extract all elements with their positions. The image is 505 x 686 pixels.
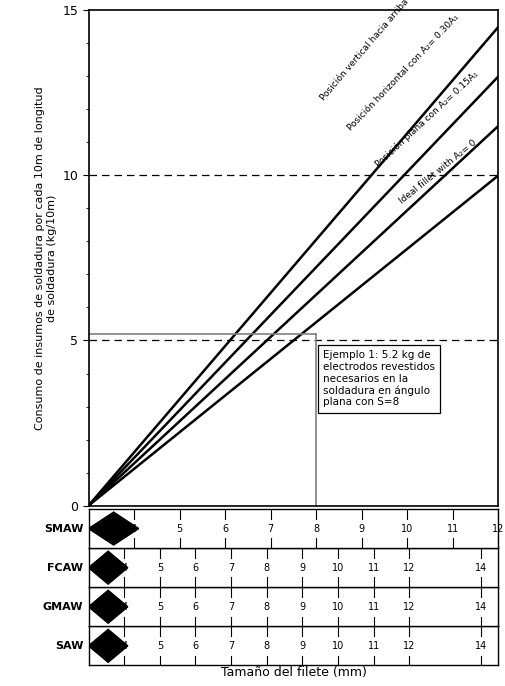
Polygon shape xyxy=(88,591,127,623)
Text: 6: 6 xyxy=(222,523,228,534)
Text: 9: 9 xyxy=(358,523,364,534)
Text: 10: 10 xyxy=(331,641,343,651)
Text: Posición horizontal con A₂= 0.30A₁: Posición horizontal con A₂= 0.30A₁ xyxy=(345,13,460,132)
Text: 8: 8 xyxy=(263,641,269,651)
Text: 5: 5 xyxy=(157,602,163,612)
Text: Posición vertical hacia arriba con A₂= 0.45A₁: Posición vertical hacia arriba con A₂= 0… xyxy=(318,0,456,103)
Y-axis label: Consumo de insumos de soldadura por cada 10m de longitud
de soldadura (kg/10m): Consumo de insumos de soldadura por cada… xyxy=(35,86,57,429)
Text: Tamaño del filete (mm): Tamaño del filete (mm) xyxy=(220,666,366,678)
Text: 14: 14 xyxy=(474,563,486,573)
Text: 14: 14 xyxy=(474,641,486,651)
Text: 11: 11 xyxy=(367,641,379,651)
Text: 8: 8 xyxy=(313,523,319,534)
Text: 5: 5 xyxy=(176,523,182,534)
Text: 12: 12 xyxy=(402,563,415,573)
Text: 4: 4 xyxy=(121,641,127,651)
Polygon shape xyxy=(88,552,127,584)
Text: 12: 12 xyxy=(402,641,415,651)
Text: 6: 6 xyxy=(192,563,198,573)
Text: 4: 4 xyxy=(131,523,137,534)
Text: 5: 5 xyxy=(157,563,163,573)
Text: 7: 7 xyxy=(267,523,273,534)
Text: 6: 6 xyxy=(192,641,198,651)
Text: 10: 10 xyxy=(331,602,343,612)
Text: 12: 12 xyxy=(491,523,503,534)
Text: 8: 8 xyxy=(263,602,269,612)
Text: 11: 11 xyxy=(446,523,458,534)
Polygon shape xyxy=(88,512,138,545)
Text: SMAW: SMAW xyxy=(44,523,83,534)
Text: 14: 14 xyxy=(474,602,486,612)
Text: 4: 4 xyxy=(121,602,127,612)
Text: 8: 8 xyxy=(263,563,269,573)
Text: Ejemplo 1: 5.2 kg de
electrodos revestidos
necesarios en la
soldadura en ángulo
: Ejemplo 1: 5.2 kg de electrodos revestid… xyxy=(323,351,434,407)
Text: 5: 5 xyxy=(157,641,163,651)
Text: 9: 9 xyxy=(299,563,305,573)
Text: Ideal fillet with A₂= 0: Ideal fillet with A₂= 0 xyxy=(396,138,477,205)
Text: SAW: SAW xyxy=(55,641,83,651)
Text: 6: 6 xyxy=(192,602,198,612)
Text: 10: 10 xyxy=(331,563,343,573)
Text: 7: 7 xyxy=(228,641,234,651)
Text: 4: 4 xyxy=(121,563,127,573)
Text: 11: 11 xyxy=(367,563,379,573)
Text: GMAW: GMAW xyxy=(43,602,83,612)
Text: FCAW: FCAW xyxy=(47,563,83,573)
Text: 7: 7 xyxy=(228,563,234,573)
Text: 12: 12 xyxy=(402,602,415,612)
Text: 11: 11 xyxy=(367,602,379,612)
Polygon shape xyxy=(88,630,127,662)
Text: 9: 9 xyxy=(299,641,305,651)
Text: 10: 10 xyxy=(400,523,413,534)
Text: 7: 7 xyxy=(228,602,234,612)
Text: Posición plana con A₂= 0.15A₁: Posición plana con A₂= 0.15A₁ xyxy=(373,69,479,169)
Text: 9: 9 xyxy=(299,602,305,612)
